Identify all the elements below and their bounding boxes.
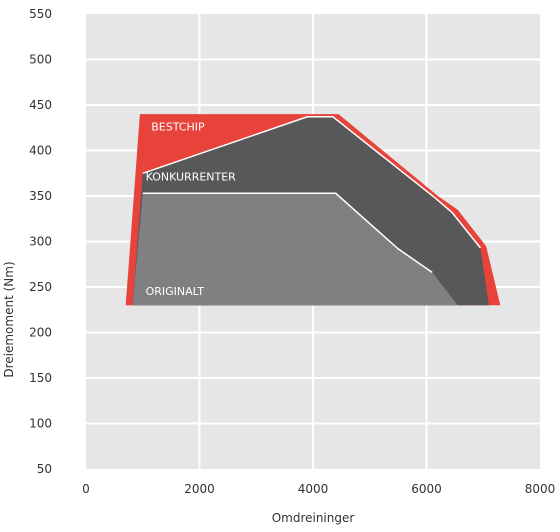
y-tick-label: 100 [29, 417, 52, 431]
x-tick-label: 6000 [411, 482, 442, 496]
y-tick-label: 450 [29, 98, 52, 112]
y-tick-label: 500 [29, 53, 52, 67]
x-axis-ticks: 0 2000 4000 6000 8000 [82, 482, 555, 496]
y-tick-label: 250 [29, 280, 52, 294]
y-tick-label: 550 [29, 7, 52, 21]
y-tick-label: 50 [37, 462, 52, 476]
x-tick-label: 0 [82, 482, 90, 496]
area-originalt [132, 193, 458, 306]
torque-areas [125, 114, 501, 306]
x-tick-label: 2000 [184, 482, 215, 496]
x-tick-label: 8000 [525, 482, 556, 496]
series-labels: BESTCHIP KONKURRENTER ORIGINALT [146, 120, 237, 298]
y-tick-label: 350 [29, 189, 52, 203]
x-tick-label: 4000 [298, 482, 329, 496]
series-label-konkurrenter: KONKURRENTER [146, 171, 237, 184]
x-axis-label: Omdreininger [272, 511, 355, 525]
area-edge-konkurrenter [142, 116, 481, 249]
y-tick-label: 400 [29, 144, 52, 158]
y-tick-label: 150 [29, 371, 52, 385]
series-label-originalt: ORIGINALT [146, 285, 205, 298]
y-tick-label: 300 [29, 235, 52, 249]
y-axis-label: Dreiemoment (Nm) [2, 261, 16, 377]
y-tick-label: 200 [29, 326, 52, 340]
area-edge-originalt [142, 192, 433, 274]
y-axis-ticks: 50 100 150 200 250 300 350 400 450 500 550 [29, 7, 52, 476]
series-label-bestchip: BESTCHIP [151, 120, 205, 133]
